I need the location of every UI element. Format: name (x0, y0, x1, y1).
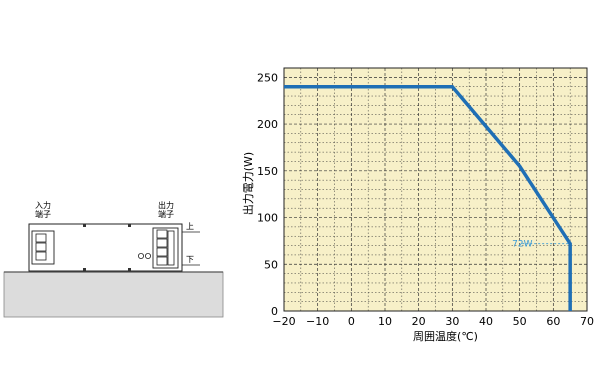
x-tick-label: 60 (546, 315, 560, 328)
x-tick-label: 40 (479, 315, 493, 328)
mounting-surface (3, 271, 224, 318)
output-terminal-label-2: 端子 (158, 209, 174, 219)
adjust-potentiometer (144, 252, 151, 259)
bottom-label: 下 (186, 255, 194, 264)
x-tick-label: 0 (348, 315, 355, 328)
y-tick-label: 100 (257, 212, 278, 225)
mounting-diagram: 入力 端子 出力 端子 上 下 (3, 200, 224, 318)
plot-frame (283, 67, 588, 312)
derating-chart: −20 −10 0 10 20 30 40 50 60 70 0 50 100 150 200 250 72W… (241, 67, 594, 343)
tick-labels: −20 −10 0 10 20 30 40 50 60 70 0 50 100 150 200 250 (257, 71, 594, 328)
y-tick-label: 150 (257, 165, 278, 178)
y-tick-label: 250 (257, 71, 278, 84)
x-tick-label: 30 (445, 315, 459, 328)
grid (283, 67, 588, 312)
output-terminal-label-1: 出力 (158, 200, 174, 210)
indicator-led (137, 252, 144, 259)
y-axis-label: 出力電力(W) (241, 152, 255, 215)
x-tick-label: 10 (378, 315, 392, 328)
input-terminal-label-2: 端子 (35, 209, 51, 219)
x-axis-label: 周囲温度(℃) (413, 329, 478, 343)
series (284, 84, 572, 311)
y-tick-label: 0 (271, 305, 278, 318)
series-line (284, 84, 572, 311)
annotation-label: 72W (512, 240, 532, 250)
y-tick-label: 50 (264, 258, 278, 271)
top-label: 上 (186, 222, 194, 231)
x-tick-label: 70 (580, 315, 594, 328)
x-tick-label: −10 (306, 315, 329, 328)
y-tick-label: 200 (257, 118, 278, 131)
input-terminal-label-1: 入力 (35, 200, 51, 210)
annotations: 72W (512, 240, 569, 250)
x-tick-label: 50 (513, 315, 527, 328)
x-tick-label: −20 (272, 315, 295, 328)
x-tick-label: 20 (412, 315, 426, 328)
